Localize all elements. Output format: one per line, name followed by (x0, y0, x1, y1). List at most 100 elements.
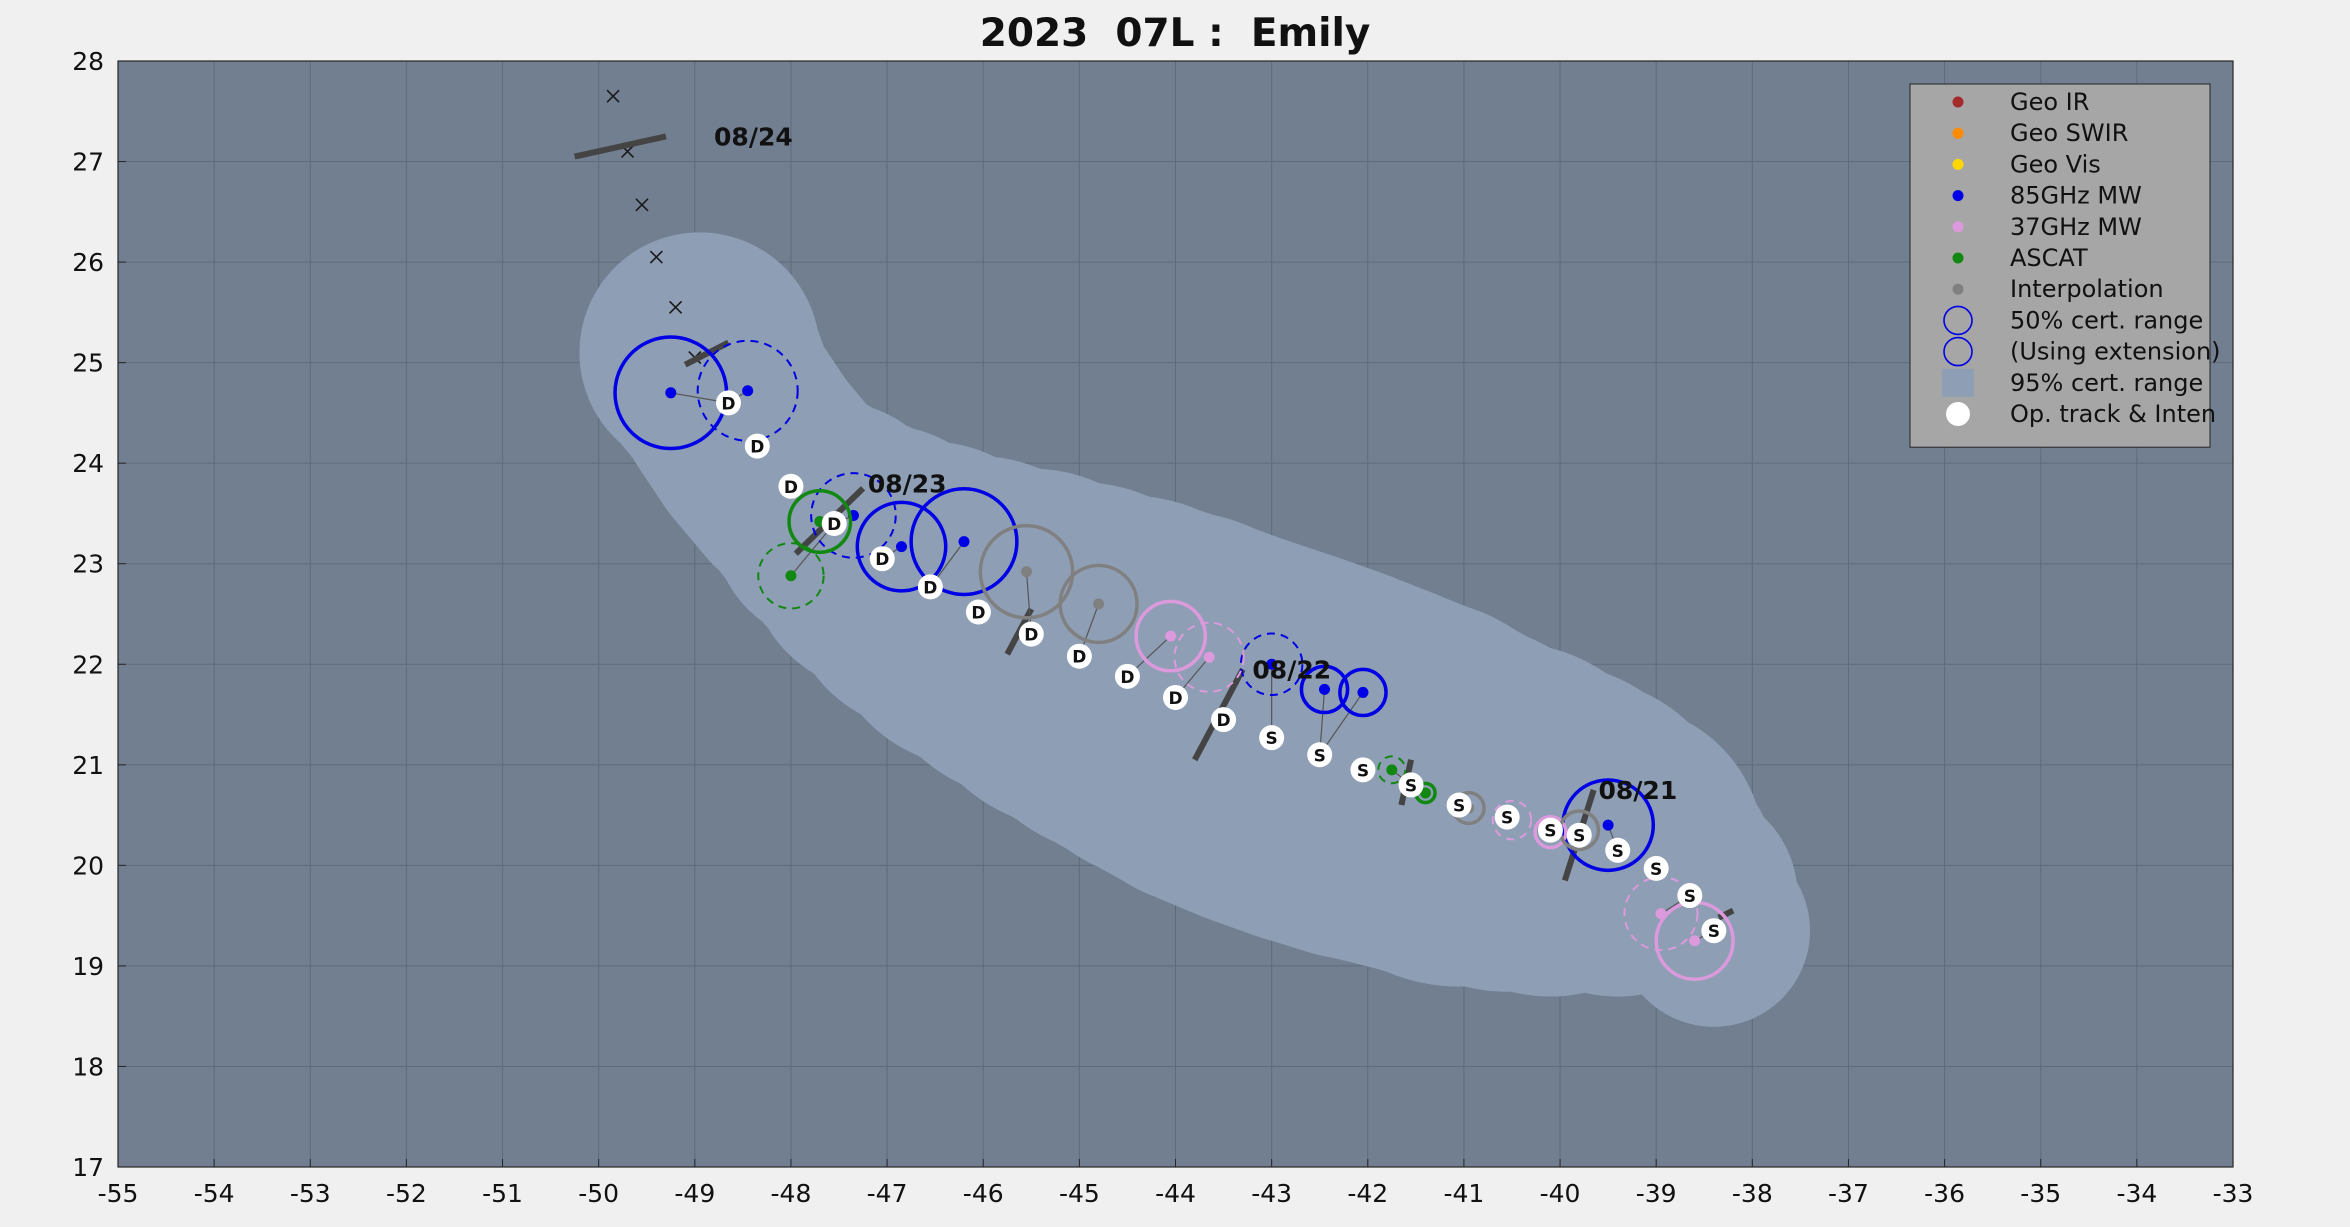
forecast-track (606, 89, 702, 365)
fix-dot (1602, 819, 1614, 831)
track-intensity-label: D (1168, 689, 1182, 709)
x-tick-label: -41 (1443, 1179, 1484, 1208)
x-tick-label: -49 (674, 1179, 715, 1208)
track-intensity-label: S (1650, 860, 1662, 880)
track-marker (1398, 772, 1424, 798)
legend: Geo IR Geo SWIR Geo Vis 85GHz MW 37GHz MW ASC… (1909, 83, 2221, 448)
date-label: 08/24 (714, 122, 793, 151)
fix-range-circle (1134, 599, 1208, 673)
legend-label: 37GHz MW (2010, 213, 2142, 241)
fix-range-circle (1377, 755, 1407, 785)
forecast-cross (606, 89, 620, 103)
track-marker (1446, 792, 1472, 818)
track-marker (1114, 663, 1140, 689)
track-intensity-label: D (923, 578, 937, 598)
legend-label: Op. track & Inten (2010, 400, 2216, 428)
x-tick-label: -50 (578, 1179, 619, 1208)
x-tick-label: -46 (963, 1179, 1004, 1208)
track-marker (1307, 742, 1333, 768)
x-tick-label: -40 (1540, 1179, 1581, 1208)
fix-range-circle (1338, 667, 1388, 718)
y-tick-label: 23 (72, 550, 104, 579)
date-label: 08/22 (1252, 655, 1331, 684)
track-marker (1701, 918, 1727, 944)
fix-dot (1266, 658, 1278, 670)
y-axis: 17 18 19 20 21 22 23 24 25 26 27 28 (72, 47, 126, 1182)
track-marker (965, 599, 991, 625)
track-marker (1259, 725, 1285, 751)
track-intensity-label: S (1453, 797, 1465, 817)
legend-dot (1952, 127, 1964, 139)
fix-dot (896, 541, 908, 553)
track-intensity-label: D (1120, 668, 1134, 688)
date-label: 08/23 (868, 469, 947, 498)
legend-dot (1952, 190, 1964, 202)
y-tick-label: 21 (72, 751, 104, 780)
x-tick-label: -45 (1059, 1179, 1100, 1208)
legend-dot (1952, 283, 1964, 295)
legend-circle (1943, 305, 1973, 336)
wind-bar (1717, 907, 1735, 921)
fix-dot (1319, 683, 1331, 695)
track-intensity-label: S (1314, 746, 1326, 766)
legend-label: 50% cert. range (2010, 306, 2203, 334)
fix-dot (1020, 566, 1032, 578)
track-marker (1605, 837, 1631, 863)
fix-range-circle (909, 486, 1019, 597)
forecast-cross (669, 300, 683, 314)
track-marker (1494, 804, 1520, 830)
x-axis: -55 -54 -53 -52 -51 -50 -49 -48 -47 -46 -45 -44 -43 -… (98, 1159, 2254, 1208)
track-intensity-label: D (1217, 711, 1231, 731)
legend-label: 85GHz MW (2010, 182, 2142, 210)
fix-dot (958, 536, 970, 548)
fix-range-circle (696, 339, 799, 442)
x-tick-label: -47 (867, 1179, 908, 1208)
track-intensity-label: S (1684, 887, 1696, 907)
fix-dot (1419, 787, 1431, 799)
track-intensity-label: D (1024, 626, 1038, 646)
legend-square (1942, 368, 1974, 397)
legend-dot (1952, 158, 1964, 170)
track-intensity-label: D (827, 515, 841, 535)
legend-dot (1952, 221, 1964, 233)
fix-range-circle (1533, 815, 1568, 850)
forecast-cross (649, 250, 663, 264)
fix-range-circle (810, 472, 897, 559)
x-tick-label: -33 (2213, 1179, 2254, 1208)
track-marker (778, 473, 804, 499)
track-marker (715, 390, 741, 416)
fix-dot (785, 570, 797, 582)
x-tick-label: -35 (2020, 1179, 2061, 1208)
fix-range-circle (1239, 632, 1304, 697)
legend-label: (Using extension) (2010, 338, 2221, 366)
y-tick-label: 28 (72, 47, 104, 76)
track-intensity-label: S (1612, 842, 1624, 862)
track-intensity-label: S (1708, 922, 1720, 942)
x-tick-label: -55 (98, 1179, 139, 1208)
track-marker (1350, 757, 1376, 783)
legend-white-dot (1946, 402, 1970, 426)
track-marker (1677, 883, 1703, 909)
legend-label: ASCAT (2010, 244, 2088, 272)
date-label: 08/21 (1599, 776, 1678, 805)
wind-bar (683, 339, 730, 368)
y-tick-label: 27 (72, 148, 104, 177)
x-tick-label: -36 (1924, 1179, 1965, 1208)
track-intensity-label: D (750, 438, 764, 458)
track-intensity-label: S (1357, 761, 1369, 781)
forecast-cross (635, 198, 649, 212)
track-marker (917, 574, 943, 600)
y-tick-label: 20 (72, 851, 104, 880)
track-marker (1066, 643, 1092, 669)
track-marker (821, 511, 847, 537)
track-intensity-label: D (721, 394, 735, 414)
track-marker (1163, 684, 1188, 710)
wind-bar (574, 133, 667, 160)
x-tick-label: -34 (2116, 1179, 2157, 1208)
fix-connector (1319, 692, 1364, 756)
track-intensity-label: S (1266, 729, 1278, 749)
track-marker (1211, 707, 1237, 733)
y-tick-label: 26 (72, 248, 104, 277)
